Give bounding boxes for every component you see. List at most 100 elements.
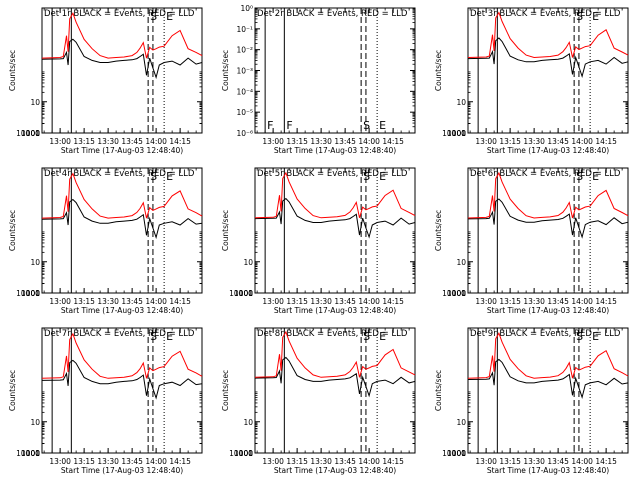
x-tick-label: 13:15	[499, 137, 521, 146]
y-tick-label: 10⁻²	[236, 46, 253, 55]
x-tick-label: 13:30	[310, 457, 332, 466]
x-tick-label: 13:15	[73, 457, 95, 466]
x-tick-label: 13:00	[475, 457, 497, 466]
x-tick-label: 13:45	[547, 137, 569, 146]
x-tick-label: 13:00	[262, 137, 284, 146]
plot-frame	[254, 327, 416, 454]
x-axis-label: Start Time (17-Aug-03 12:48:40)	[61, 306, 183, 315]
x-tick-label: 13:30	[310, 137, 332, 146]
chart-title: Det 6r BLACK = Events, RED = LLD	[470, 169, 621, 179]
y-axis-label: Counts/sec	[221, 210, 230, 251]
y-tick-label: 100	[26, 289, 41, 298]
plot-frame	[41, 167, 203, 294]
x-axis-label: Start Time (17-Aug-03 12:48:40)	[61, 466, 183, 475]
x-tick-label: 14:00	[358, 297, 380, 306]
x-tick-label: 14:00	[145, 457, 167, 466]
y-tick-label: 10000	[229, 289, 253, 298]
y-tick-label: 10	[243, 258, 253, 267]
y-tick-label: 10000	[442, 129, 466, 138]
x-tick-label: 14:00	[571, 297, 593, 306]
x-tick-label: 14:15	[382, 457, 404, 466]
plot-frame	[467, 7, 629, 134]
x-tick-label: 14:00	[145, 137, 167, 146]
y-tick-label: 10⁻¹	[236, 25, 253, 34]
series-events-line	[467, 198, 629, 239]
x-tick-label: 13:00	[475, 137, 497, 146]
x-axis-label: Start Time (17-Aug-03 12:48:40)	[487, 146, 609, 155]
x-tick-label: 14:15	[382, 297, 404, 306]
y-tick-label: 1	[248, 449, 253, 458]
time-marker-label: S	[363, 170, 370, 183]
time-marker-label: E	[592, 330, 599, 343]
y-tick-label: 10⁻⁴	[236, 87, 253, 96]
x-tick-label: 13:30	[97, 457, 119, 466]
chart-title: Det 4r BLACK = Events, RED = LLD	[44, 169, 195, 179]
x-tick-label: 13:45	[334, 297, 356, 306]
chart-title: Det 8r BLACK = Events, RED = LLD	[257, 329, 408, 339]
time-marker-label: E	[592, 10, 599, 23]
series-events-line	[254, 356, 416, 398]
x-tick-label: 13:30	[523, 297, 545, 306]
y-tick-label: 100	[452, 449, 467, 458]
series-lld-line	[467, 332, 629, 379]
y-tick-label: 10	[30, 258, 40, 267]
y-tick-label: 1	[461, 289, 466, 298]
y-tick-label: 1	[461, 449, 466, 458]
series-events-line	[41, 38, 203, 80]
y-tick-label: 100	[452, 129, 467, 138]
y-tick-label: 10000	[16, 449, 40, 458]
y-tick-label: 1000	[447, 449, 466, 458]
x-tick-label: 14:00	[571, 137, 593, 146]
chart-panel-4: Det 4r BLACK = Events, RED = LLD 1 10 10010…	[8, 167, 203, 315]
series-events-line	[41, 359, 203, 400]
y-tick-label: 10000	[16, 289, 40, 298]
y-tick-label: 10	[456, 98, 466, 107]
chart-title: Det 3r BLACK = Events, RED = LLD	[470, 9, 621, 19]
y-tick-label: 1000	[21, 449, 40, 458]
chart-panel-1: Det 1r BLACK = Events, RED = LLD 1 10 10010…	[8, 7, 203, 155]
x-tick-label: 13:15	[499, 297, 521, 306]
x-axis-label: Start Time (17-Aug-03 12:48:40)	[274, 466, 396, 475]
x-tick-label: 13:30	[523, 137, 545, 146]
x-tick-label: 13:30	[523, 457, 545, 466]
time-marker-label: E	[166, 330, 173, 343]
x-tick-label: 13:15	[286, 297, 308, 306]
x-tick-label: 13:00	[262, 297, 284, 306]
chart-panel-6: Det 6r BLACK = Events, RED = LLD 1 10 10010…	[434, 167, 629, 315]
x-tick-label: 13:30	[97, 137, 119, 146]
x-tick-label: 14:15	[595, 137, 617, 146]
series-lld-line	[254, 330, 416, 378]
chart-title: Det 2r BLACK = Events, RED = LLD	[257, 9, 408, 19]
time-marker-label: S	[576, 10, 583, 23]
y-tick-label: 1000	[234, 449, 253, 458]
y-axis-label: Counts/sec	[221, 370, 230, 411]
chart-panel-3: Det 3r BLACK = Events, RED = LLD 1 10 10010…	[434, 7, 629, 155]
y-axis-label: Counts/sec	[8, 370, 17, 411]
series-lld-line	[254, 171, 416, 219]
y-axis-label: Counts/sec	[221, 50, 230, 91]
x-tick-label: 13:45	[334, 137, 356, 146]
time-marker-label: S	[150, 330, 157, 343]
time-marker-label: E	[166, 10, 173, 23]
y-tick-label: 1	[35, 449, 40, 458]
y-tick-label: 10	[30, 98, 40, 107]
y-tick-label: 100	[239, 449, 254, 458]
x-tick-label: 13:15	[286, 457, 308, 466]
x-tick-label: 13:45	[121, 137, 143, 146]
y-tick-label: 100	[26, 449, 41, 458]
y-tick-label: 10⁻⁵	[236, 108, 253, 117]
x-tick-label: 13:45	[121, 457, 143, 466]
time-marker-label: S	[150, 170, 157, 183]
chart-panel-8: Det 8r BLACK = Events, RED = LLD 1 10 10010…	[221, 327, 416, 475]
y-tick-label: 10⁰	[240, 4, 253, 13]
chart-panel-7: Det 7r BLACK = Events, RED = LLD 1 10 10010…	[8, 327, 203, 475]
y-tick-label: 1000	[234, 289, 253, 298]
chart-title: Det 5r BLACK = Events, RED = LLD	[257, 169, 408, 179]
x-tick-label: 14:15	[169, 137, 191, 146]
x-tick-label: 13:00	[49, 457, 71, 466]
chart-title: Det 1r BLACK = Events, RED = LLD	[44, 9, 195, 19]
x-axis-label: Start Time (17-Aug-03 12:48:40)	[61, 146, 183, 155]
plot-frame	[41, 327, 203, 454]
time-marker-label: E	[166, 170, 173, 183]
